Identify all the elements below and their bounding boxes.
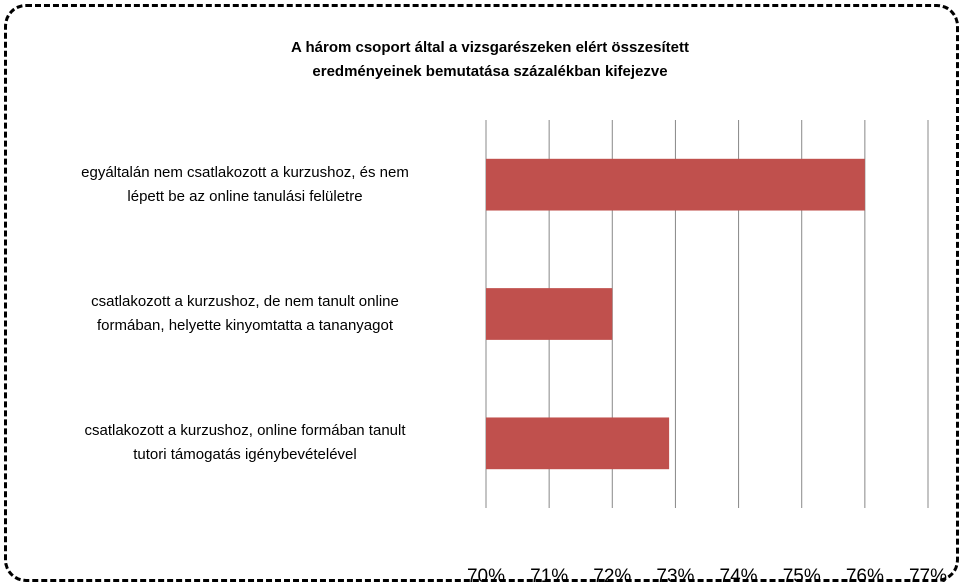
y-tick-label: csatlakozott a kurzushoz, online formába… [84, 422, 406, 464]
y-tick-label: egyáltalán nem csatlakozott a kurzushoz,… [81, 163, 409, 205]
bar [486, 158, 865, 211]
x-tick-label: 72% [593, 566, 632, 587]
x-tick-label: 71% [530, 566, 569, 587]
x-tick-label: 74% [719, 566, 758, 587]
x-tick-label: 73% [656, 566, 695, 587]
x-tick-label: 75% [782, 566, 821, 587]
chart-border [4, 4, 959, 582]
bar [486, 288, 613, 340]
x-tick-label: 76% [845, 566, 884, 587]
bar [486, 417, 670, 470]
y-tick-label: csatlakozott a kurzushoz, de nem tanult … [91, 293, 399, 334]
x-tick-label: 77% [908, 566, 948, 587]
x-tick-label: 70% [466, 566, 506, 587]
chart-title: A három csoport által a vizsgarészeken e… [291, 39, 689, 80]
